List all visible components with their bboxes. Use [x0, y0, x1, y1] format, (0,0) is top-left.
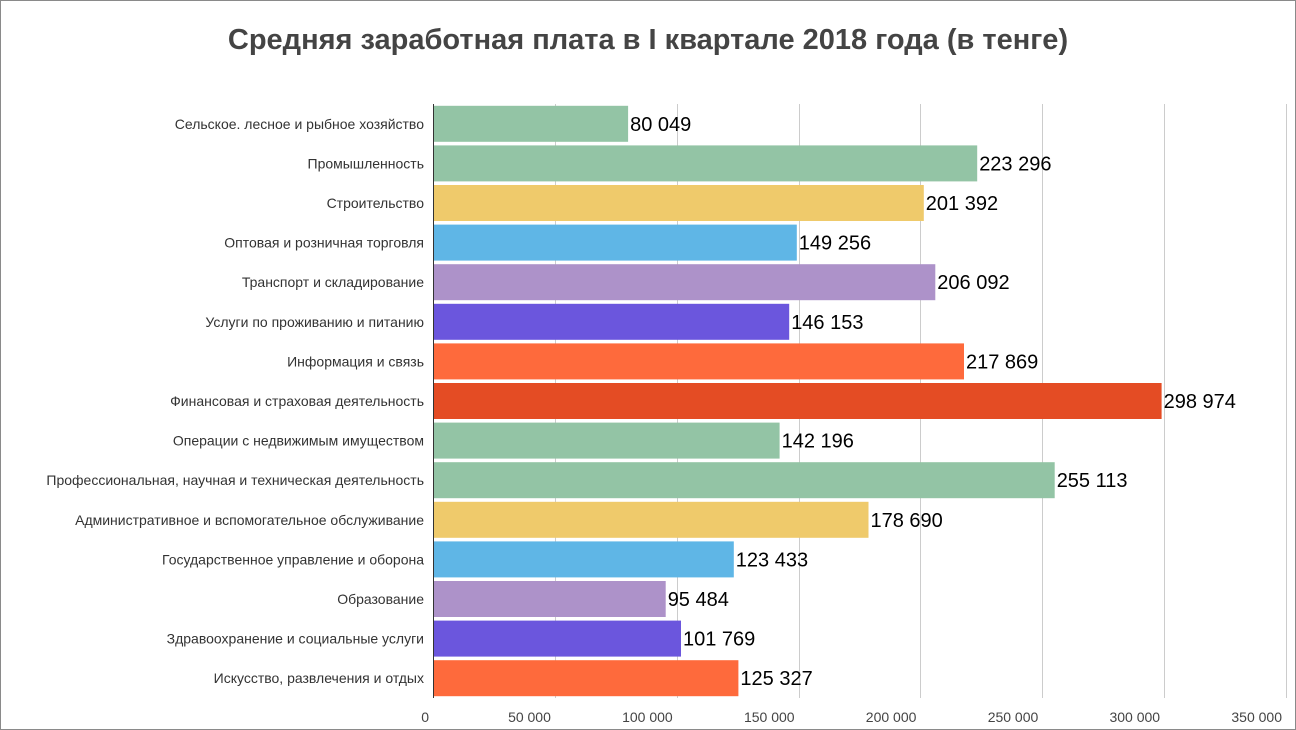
- category-label: Профессиональная, научная и техническая …: [46, 472, 424, 488]
- bar: [433, 462, 1055, 499]
- category-label: Строительство: [327, 195, 425, 211]
- bar: [433, 581, 666, 617]
- data-label: 80 049: [630, 114, 691, 136]
- bar: [433, 383, 1162, 419]
- category-label: Услуги по проживанию и питанию: [205, 314, 424, 330]
- data-label: 178 690: [871, 510, 943, 532]
- bar: [433, 185, 924, 221]
- tick-label: 150 000: [744, 709, 795, 725]
- category-label: Финансовая и страховая деятельность: [170, 393, 424, 409]
- category-label: Государственное управление и оборона: [162, 551, 424, 567]
- category-label: Транспорт и складирование: [242, 274, 424, 290]
- category-label: Административное и вспомогательное обслу…: [75, 512, 424, 528]
- tick-label: 200 000: [866, 709, 917, 725]
- data-label: 201 392: [926, 193, 998, 215]
- category-label: Здравоохранение и социальные услуги: [167, 631, 424, 647]
- bar: [433, 224, 797, 261]
- tick-label: 50 000: [508, 709, 551, 725]
- data-labels: 80 049 223 296 201 392 149 256 206 092 146 15…: [630, 114, 1236, 690]
- category-label: Сельское. лесное и рыбное хозяйство: [175, 116, 424, 132]
- category-label: Информация и связь: [287, 353, 424, 369]
- bar: [433, 541, 734, 578]
- data-label: 149 256: [799, 233, 871, 255]
- bar: [433, 264, 936, 301]
- data-label: 223 296: [979, 153, 1051, 175]
- bar: [433, 105, 629, 142]
- bar: [433, 303, 790, 340]
- tick-label: 300 000: [1109, 709, 1160, 725]
- data-label: 142 196: [782, 431, 854, 453]
- tick-label: 100 000: [622, 709, 673, 725]
- data-label: 146 153: [791, 312, 863, 334]
- bars: [433, 105, 1162, 697]
- category-label: Образование: [337, 591, 424, 607]
- tick-label: 0: [421, 709, 429, 725]
- bar: [433, 501, 869, 538]
- category-labels: Сельское. лесное и рыбное хозяйство Промы…: [46, 116, 424, 686]
- data-label: 101 769: [683, 629, 755, 651]
- category-label: Оптовая и розничная торговля: [224, 235, 424, 251]
- data-label: 123 433: [736, 549, 808, 571]
- data-label: 255 113: [1057, 470, 1128, 492]
- data-label: 125 327: [740, 668, 812, 690]
- bar: [433, 343, 964, 380]
- tick-label: 350 000: [1231, 709, 1282, 725]
- category-label: Искусство, развлечения и отдых: [214, 670, 424, 686]
- data-label: 95 484: [668, 589, 729, 611]
- data-label: 206 092: [937, 272, 1009, 294]
- bar: [433, 660, 739, 697]
- category-label: Операции с недвижимым имуществом: [173, 433, 424, 449]
- data-label: 298 974: [1164, 391, 1236, 413]
- category-label: Промышленность: [308, 155, 424, 171]
- bar: [433, 620, 681, 657]
- tick-label: 250 000: [988, 709, 1039, 725]
- data-label: 217 869: [966, 351, 1038, 373]
- tick-labels: 0 50 000 100 000 150 000 200 000 250 000 300 0…: [421, 709, 1282, 725]
- bar: [433, 422, 780, 459]
- chart-title: Средняя заработная плата в I квартале 20…: [227, 24, 1069, 56]
- bar: [433, 145, 978, 182]
